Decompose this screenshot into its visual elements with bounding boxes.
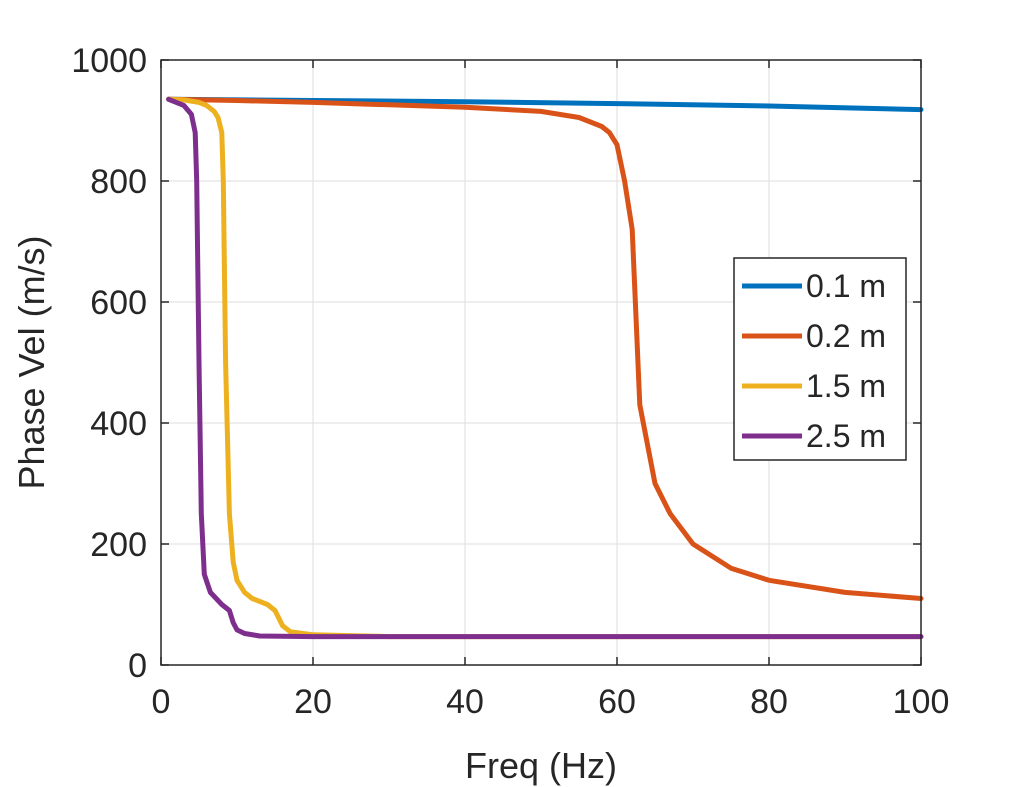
legend-label-0: 0.1 m — [806, 268, 886, 304]
x-tick-label: 80 — [750, 683, 788, 721]
legend-label-1: 0.2 m — [806, 318, 886, 354]
x-tick-label: 20 — [294, 683, 332, 721]
y-tick-label: 200 — [90, 526, 147, 564]
legend-label-2: 1.5 m — [806, 368, 886, 404]
x-tick-label: 0 — [152, 683, 171, 721]
x-tick-label: 100 — [893, 683, 950, 721]
x-tick-label: 60 — [598, 683, 636, 721]
y-tick-label: 1000 — [71, 42, 147, 80]
y-tick-label: 600 — [90, 284, 147, 322]
plot-series — [166, 96, 924, 640]
legend: 0.1 m 0.2 m 1.5 m 2.5 m — [733, 257, 907, 461]
x-tick-label: 40 — [446, 683, 484, 721]
x-axis-label: Freq (Hz) — [465, 745, 617, 786]
y-tick-label: 0 — [128, 647, 147, 685]
legend-box — [733, 257, 907, 461]
y-tick-label: 800 — [90, 163, 147, 201]
y-tick-label: 400 — [90, 405, 147, 443]
series-line-3 — [166, 96, 924, 640]
legend-label-3: 2.5 m — [806, 418, 886, 454]
axes-box — [160, 59, 922, 666]
y-axis-label: Phase Vel (m/s) — [11, 235, 52, 489]
series-line-1 — [166, 96, 924, 601]
